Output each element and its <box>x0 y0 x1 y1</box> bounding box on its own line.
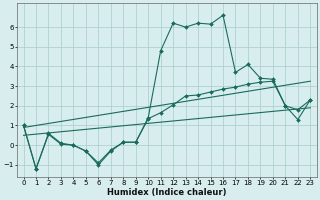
X-axis label: Humidex (Indice chaleur): Humidex (Indice chaleur) <box>107 188 227 197</box>
